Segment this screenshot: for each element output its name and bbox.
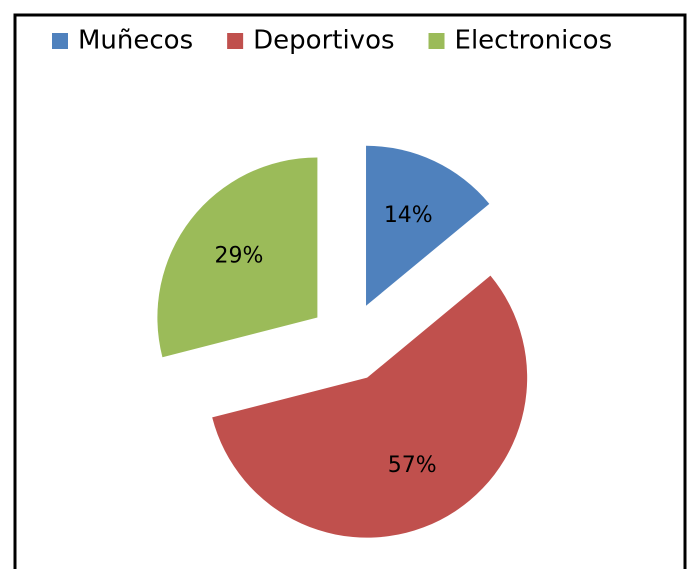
chart-frame	[13, 13, 687, 569]
pie-slice	[157, 157, 318, 358]
slice-label: 57%	[388, 453, 437, 478]
legend-text: Deportivos	[253, 26, 394, 56]
pie-slice	[366, 145, 490, 306]
legend-swatch	[227, 33, 244, 49]
slice-label: 14%	[384, 203, 433, 228]
legend-text: Muñecos	[78, 26, 193, 56]
pie-slice	[212, 275, 528, 538]
legend-swatch	[52, 33, 68, 49]
slice-label: 29%	[215, 244, 264, 269]
legend-swatch	[428, 33, 445, 49]
legend-text: Electronicos	[455, 26, 613, 56]
